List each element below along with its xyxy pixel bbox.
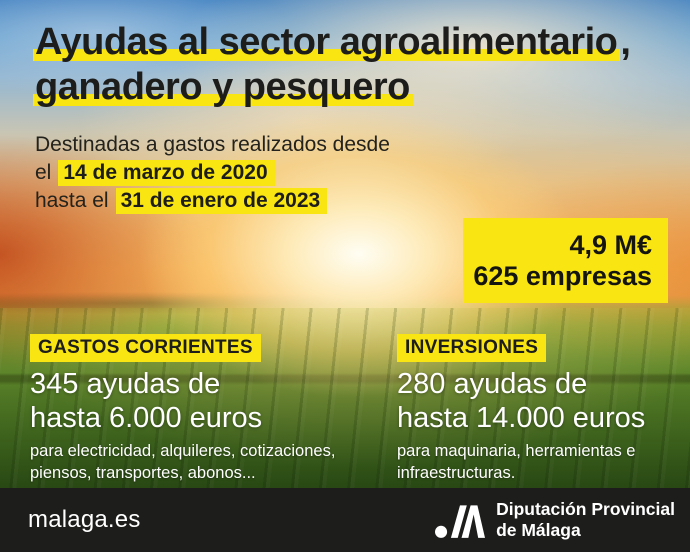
- title-line-2: ganadero y pesquero: [33, 66, 413, 108]
- title-line-1: Ayudas al sector agroalimentario: [33, 21, 621, 63]
- diputacion-name: Diputación Provincial de Málaga: [496, 499, 675, 540]
- title-comma: ,: [620, 21, 631, 63]
- gastos-corrientes-headline: 345 ayudas de hasta 6.000 euros: [30, 368, 263, 434]
- page-title: Ayudas al sector agroalimentario, ganader…: [33, 20, 631, 110]
- gastos-corrientes-description: para electricidad, alquileres, cotizacio…: [30, 442, 336, 482]
- subtitle: Destinadas a gastos realizados desde el 1…: [35, 131, 390, 215]
- date-from-highlight: 14 de marzo de 2020: [58, 160, 275, 186]
- subtitle-line-2: el 14 de marzo de 2020: [35, 159, 390, 187]
- date-to-prefix: hasta el: [35, 189, 109, 212]
- total-amount: 4,9 M€: [569, 229, 652, 260]
- subtitle-line-1: Destinadas a gastos realizados desde: [35, 133, 390, 156]
- section-inversiones: INVERSIONES 280 ayudas de hasta 14.000 e…: [397, 334, 682, 484]
- totals-badge: 4,9 M€ 625 empresas: [463, 218, 668, 303]
- date-from-prefix: el: [35, 161, 52, 184]
- website-link[interactable]: malaga.es: [28, 506, 141, 533]
- total-companies: 625 empresas: [473, 260, 652, 291]
- section-gastos-corrientes: GASTOS CORRIENTES 345 ayudas de hasta 6.…: [30, 334, 388, 484]
- subtitle-line-3: hasta el 31 de enero de 2023: [35, 187, 390, 215]
- date-to-highlight: 31 de enero de 2023: [115, 188, 328, 214]
- diputacion-malaga-logo-icon: [435, 504, 486, 538]
- inversiones-headline: 280 ayudas de hasta 14.000 euros: [397, 368, 646, 434]
- gastos-corrientes-label: GASTOS CORRIENTES: [30, 334, 261, 362]
- diputacion-brand: Diputación Provincial de Málaga: [435, 499, 675, 541]
- inversiones-description: para maquinaria, herramientas e infraest…: [397, 442, 636, 482]
- footer-bar: malaga.es Diputación Provincial de Málag…: [0, 488, 690, 552]
- inversiones-label: INVERSIONES: [397, 334, 547, 362]
